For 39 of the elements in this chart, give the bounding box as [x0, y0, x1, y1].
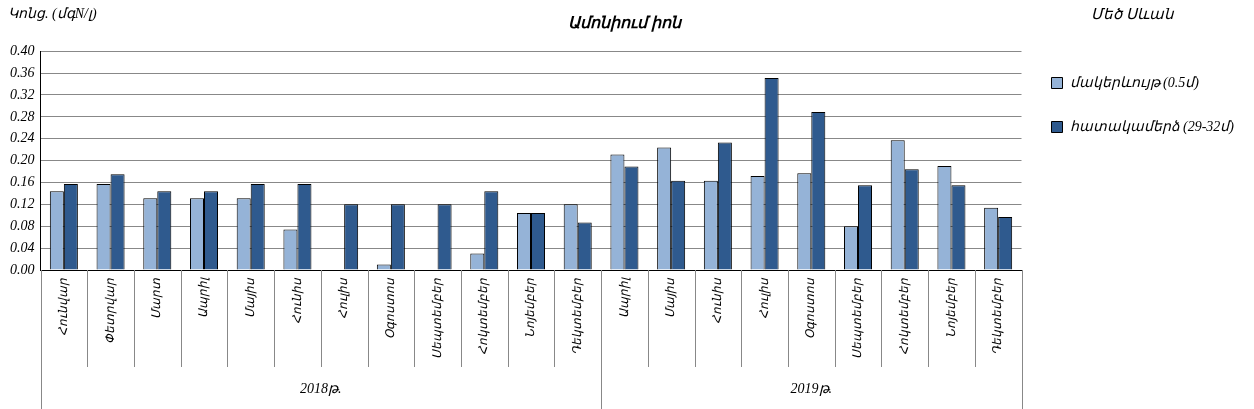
legend-title: Մեծ Սևան — [1091, 6, 1176, 23]
text: 2019թ. — [790, 380, 833, 396]
x-tick-label: Հուլիս — [756, 277, 771, 319]
x-tick-label: Մայիս — [242, 277, 257, 318]
x-tick-label: Հուլիս — [336, 277, 351, 319]
y-axis-title: Կոնց. (մգN/լ) — [8, 5, 97, 22]
y-tick-label: 0.32 — [10, 86, 35, 102]
x-tick-label: Մայիս — [663, 277, 678, 318]
x-tick-label: Նոյեմբեր — [523, 278, 538, 338]
y-tick-label: 0.00 — [10, 261, 35, 277]
x-tick-label: Նոյեմբեր — [943, 278, 958, 338]
x-tick-label: Ապրիլ — [196, 277, 211, 318]
y-tick-label: 0.20 — [10, 152, 35, 168]
y-tick-label: 0.24 — [10, 130, 35, 146]
x-tick-label: Ապրիլ — [616, 277, 631, 318]
x-tick-label: Սեպտեմբեր — [429, 278, 444, 359]
legend-label: մակերևույթ (0.5մ) — [1069, 74, 1200, 91]
x-tick-label: Մարտ — [149, 277, 164, 319]
y-tick-label: 0.16 — [10, 174, 35, 190]
y-tick-label: 0.12 — [10, 196, 35, 212]
y-tick-label: 0.04 — [10, 239, 35, 255]
x-tick-label: Դեկտեմբեր — [569, 278, 584, 355]
y-tick-label: 0.08 — [10, 217, 35, 233]
text: 2018թ. — [300, 380, 342, 396]
y-tick-label: 0.36 — [10, 64, 35, 80]
x-tick-label: Հոկտեմբեր — [476, 278, 491, 355]
x-tick-label: Դեկտեմբեր — [990, 278, 1005, 355]
y-tick-label: 0.40 — [10, 42, 35, 58]
x-tick-label: Հոկտեմբեր — [896, 278, 911, 355]
x-tick-label: Հունվար — [56, 278, 71, 336]
x-tick-label: Օգոստոս — [383, 277, 398, 339]
x-tick-label: Հունիս — [289, 277, 304, 324]
x-tick-label: Սեպտեմբեր — [850, 278, 865, 359]
chart-title: Ամոնիում իոն — [567, 13, 683, 32]
x-tick-label: Փետրվար — [102, 278, 117, 344]
x-tick-label: Օգոստոս — [803, 277, 818, 339]
x-tick-label: Հունիս — [710, 277, 725, 324]
legend-label: հատակամերձ (29-32մ) — [1069, 118, 1235, 135]
y-tick-label: 0.28 — [10, 108, 35, 124]
